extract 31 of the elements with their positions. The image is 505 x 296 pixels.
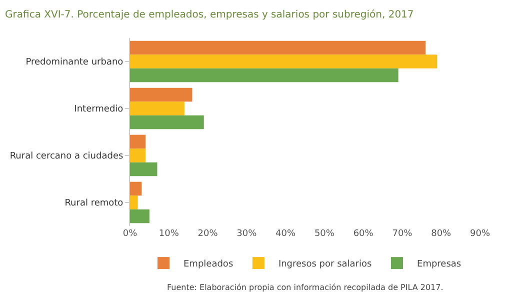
bar	[130, 209, 150, 224]
x-tick-label: 0%	[122, 229, 138, 239]
y-tick-label: Rural remoto	[64, 198, 124, 209]
bar	[130, 182, 142, 196]
legend-label: Empleados	[184, 260, 234, 270]
x-tick-label: 60%	[353, 229, 374, 239]
bar	[130, 54, 438, 68]
chart-title: Grafica XVI-7. Porcentaje de empleados, empresas y salarios por subregión, 2017	[5, 9, 414, 20]
y-tick-label: Predominante urbano	[26, 58, 124, 68]
y-tick-label: Intermedio	[74, 104, 124, 115]
legend-label: Empresas	[417, 260, 462, 270]
x-tick-label: 20%	[198, 229, 218, 239]
bar	[130, 148, 146, 162]
x-tick-label: 70%	[392, 229, 413, 239]
bar	[130, 68, 398, 82]
x-tick-label: 50%	[314, 229, 335, 239]
x-tick-label: 30%	[236, 229, 258, 239]
bar	[130, 196, 138, 210]
x-tick-label: 80%	[431, 229, 452, 239]
bar	[130, 134, 146, 149]
x-tick-label: 90%	[470, 229, 490, 239]
bar	[130, 40, 426, 55]
x-tick-label: 40%	[276, 229, 296, 239]
legend-label: Ingresos por salarios	[278, 260, 372, 270]
bar	[130, 162, 158, 176]
y-tick-label: Rural cercano a ciudades	[10, 152, 124, 162]
bar	[130, 115, 204, 130]
bar	[130, 102, 184, 116]
x-tick-label: 10%	[158, 229, 180, 239]
source-note: Fuente: Elaboración propia con información recopilada de PILA 2017.	[167, 283, 444, 292]
bar	[130, 88, 192, 102]
